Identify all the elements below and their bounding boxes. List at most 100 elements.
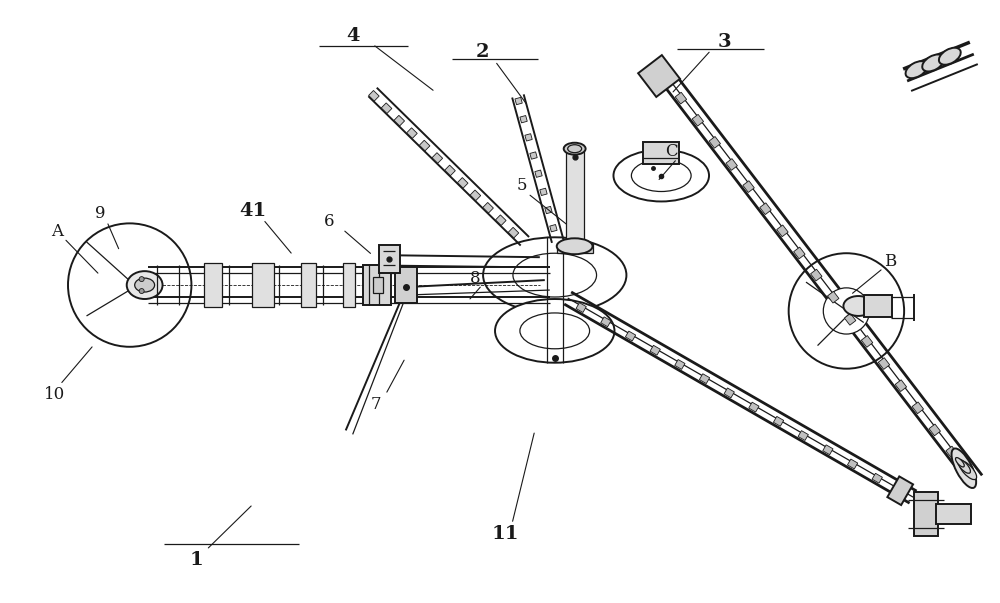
Text: B: B	[884, 253, 896, 270]
Text: 41: 41	[240, 203, 267, 221]
Bar	[749, 402, 759, 412]
Bar	[724, 388, 734, 398]
Ellipse shape	[959, 461, 977, 479]
Ellipse shape	[957, 459, 970, 473]
Bar	[726, 159, 737, 170]
Ellipse shape	[922, 54, 944, 71]
Circle shape	[68, 223, 191, 347]
Ellipse shape	[564, 143, 586, 155]
Ellipse shape	[843, 296, 873, 316]
Bar	[550, 224, 557, 232]
Bar	[946, 446, 957, 458]
Bar	[699, 374, 710, 384]
Bar	[872, 473, 882, 483]
Bar	[936, 504, 971, 524]
Text: 9: 9	[95, 205, 105, 222]
Text: 4: 4	[346, 27, 359, 45]
Bar	[343, 263, 355, 307]
Bar	[675, 359, 685, 370]
Bar	[557, 243, 593, 253]
Bar	[515, 97, 522, 105]
Ellipse shape	[955, 458, 964, 467]
Ellipse shape	[613, 150, 709, 201]
Bar	[929, 424, 940, 436]
Bar	[625, 331, 636, 341]
Bar	[963, 469, 974, 480]
Ellipse shape	[939, 48, 961, 65]
Ellipse shape	[495, 299, 614, 363]
Bar	[887, 476, 913, 505]
Text: 1: 1	[190, 551, 203, 569]
Bar	[373, 277, 383, 293]
Bar	[743, 181, 754, 192]
Bar	[545, 206, 552, 213]
Bar	[530, 152, 537, 159]
Bar	[827, 291, 839, 303]
Bar	[844, 314, 856, 325]
Bar	[878, 358, 890, 370]
Bar	[496, 215, 506, 226]
Bar	[381, 103, 392, 113]
Bar	[861, 336, 873, 347]
Ellipse shape	[483, 238, 626, 313]
Bar	[445, 165, 455, 175]
Text: 5: 5	[517, 177, 527, 194]
Bar	[823, 445, 833, 455]
Bar	[798, 431, 808, 440]
Bar	[432, 153, 443, 163]
Text: 8: 8	[470, 270, 480, 286]
Bar	[643, 142, 679, 163]
Bar	[566, 149, 584, 248]
Text: 7: 7	[370, 396, 381, 413]
Bar	[760, 203, 771, 215]
Bar	[794, 247, 805, 259]
Ellipse shape	[906, 61, 927, 78]
Bar	[470, 190, 481, 201]
Circle shape	[139, 277, 144, 282]
Bar	[204, 263, 222, 307]
Bar	[650, 346, 660, 355]
Ellipse shape	[557, 238, 593, 254]
Text: C: C	[665, 143, 678, 160]
Bar	[895, 380, 907, 391]
Bar	[576, 303, 586, 312]
Ellipse shape	[127, 271, 163, 299]
Bar	[508, 227, 519, 238]
Text: 2: 2	[475, 43, 489, 61]
Circle shape	[789, 253, 904, 368]
Ellipse shape	[952, 449, 976, 488]
Bar	[675, 92, 687, 104]
Bar	[301, 263, 316, 307]
Circle shape	[823, 288, 869, 334]
Text: A: A	[51, 223, 63, 240]
Text: 10: 10	[43, 386, 65, 403]
Text: 3: 3	[717, 33, 731, 51]
Bar	[709, 136, 720, 148]
Bar	[914, 492, 938, 536]
Text: 6: 6	[324, 213, 334, 230]
Bar	[407, 128, 417, 138]
Bar	[252, 263, 274, 307]
Bar	[395, 267, 417, 303]
Bar	[457, 177, 468, 188]
Bar	[483, 203, 493, 213]
Bar	[601, 317, 611, 327]
Text: 11: 11	[491, 525, 519, 543]
Bar	[363, 265, 391, 305]
Bar	[692, 115, 704, 126]
Bar	[897, 487, 907, 497]
Circle shape	[139, 289, 144, 294]
Bar	[520, 116, 527, 123]
Bar	[638, 55, 680, 97]
Bar	[379, 245, 400, 273]
Bar	[540, 188, 547, 195]
Bar	[394, 115, 405, 126]
Bar	[864, 295, 892, 317]
Bar	[525, 134, 532, 141]
Bar	[535, 170, 542, 177]
Bar	[777, 225, 788, 237]
Bar	[847, 459, 858, 469]
Bar	[773, 417, 784, 426]
Bar	[912, 402, 924, 414]
Bar	[811, 269, 822, 281]
